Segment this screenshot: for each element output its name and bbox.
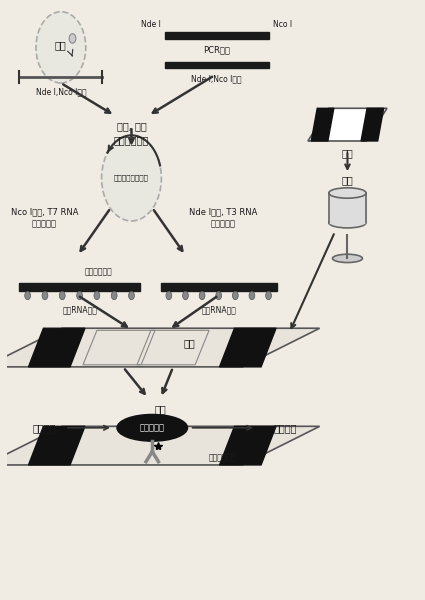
Text: PCR产物: PCR产物 <box>203 45 230 54</box>
Circle shape <box>69 34 76 43</box>
Text: Nde I,Nco I酶切: Nde I,Nco I酶切 <box>191 74 242 83</box>
Text: 含插入片段的质粒: 含插入片段的质粒 <box>114 175 149 181</box>
Circle shape <box>76 292 82 300</box>
FancyBboxPatch shape <box>165 62 269 68</box>
Circle shape <box>232 292 238 300</box>
Polygon shape <box>220 427 276 465</box>
Circle shape <box>42 292 48 300</box>
Text: 杂交: 杂交 <box>184 338 196 348</box>
Text: Nco I: Nco I <box>273 20 292 29</box>
Circle shape <box>60 292 65 300</box>
FancyBboxPatch shape <box>329 193 366 223</box>
Circle shape <box>199 292 205 300</box>
Polygon shape <box>361 108 384 141</box>
Text: 添加荧光标记: 添加荧光标记 <box>85 267 112 276</box>
Text: Nde I: Nde I <box>141 20 161 29</box>
Ellipse shape <box>329 188 366 198</box>
Circle shape <box>36 11 86 83</box>
Text: 反义RNA探针: 反义RNA探针 <box>201 305 236 314</box>
FancyBboxPatch shape <box>165 32 269 40</box>
Circle shape <box>266 292 272 300</box>
Text: 无色底物: 无色底物 <box>33 423 56 433</box>
Polygon shape <box>0 427 320 465</box>
Circle shape <box>111 292 117 300</box>
Polygon shape <box>28 328 85 367</box>
Circle shape <box>94 292 100 300</box>
Text: 碱性磷酸酶: 碱性磷酸酶 <box>140 424 165 433</box>
Circle shape <box>102 136 162 221</box>
Text: 反义RNA探针: 反义RNA探针 <box>62 305 97 314</box>
Circle shape <box>129 292 134 300</box>
Text: 检测: 检测 <box>155 404 167 414</box>
Circle shape <box>216 292 221 300</box>
Text: Nde I,Nco I酶切: Nde I,Nco I酶切 <box>36 88 86 97</box>
Polygon shape <box>0 328 320 367</box>
Polygon shape <box>220 328 276 367</box>
Text: Nco I酶切, T7 RNA
聚合酶标记: Nco I酶切, T7 RNA 聚合酶标记 <box>11 208 78 229</box>
Circle shape <box>249 292 255 300</box>
FancyBboxPatch shape <box>161 283 277 291</box>
Text: 玻片: 玻片 <box>342 148 353 158</box>
Polygon shape <box>28 427 85 465</box>
FancyBboxPatch shape <box>20 283 140 291</box>
Text: 抗地高辛抗体: 抗地高辛抗体 <box>209 454 237 463</box>
Text: 紫色沉淀: 紫色沉淀 <box>273 423 297 433</box>
Text: Nde I酶切, T3 RNA
聚合酶标记: Nde I酶切, T3 RNA 聚合酶标记 <box>189 208 257 229</box>
Ellipse shape <box>117 415 187 441</box>
Ellipse shape <box>332 254 363 263</box>
Circle shape <box>183 292 188 300</box>
Text: 质粒: 质粒 <box>55 41 67 50</box>
Text: 连接, 筛选
得到阳性菌株: 连接, 筛选 得到阳性菌株 <box>114 122 149 145</box>
Ellipse shape <box>329 218 366 228</box>
Text: 处理: 处理 <box>342 175 353 185</box>
Circle shape <box>25 292 31 300</box>
Circle shape <box>166 292 172 300</box>
Polygon shape <box>311 108 334 141</box>
Polygon shape <box>308 108 387 141</box>
